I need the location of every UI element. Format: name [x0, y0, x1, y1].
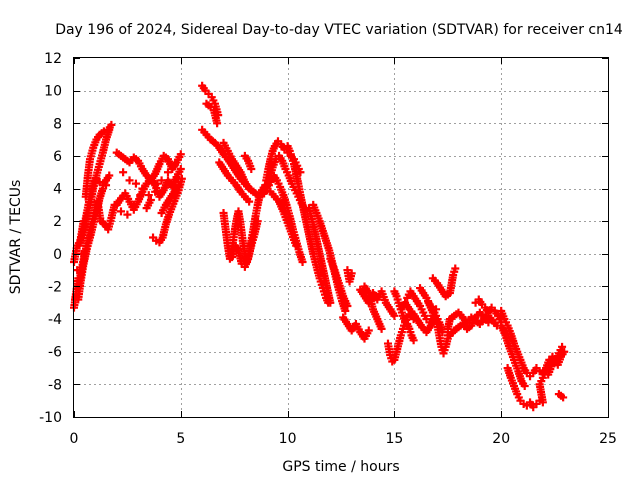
data-point	[146, 195, 155, 204]
x-axis-label: GPS time / hours	[282, 459, 399, 475]
data-point	[102, 181, 111, 190]
y-tick-label: -10	[39, 410, 62, 426]
data-point	[451, 264, 460, 273]
data-point	[558, 342, 567, 351]
data-point	[326, 298, 335, 307]
data-point	[129, 200, 138, 209]
data-point	[292, 241, 301, 250]
y-tick-labels: -10 -8 -6 -4 -2 0 2 4 6 8 10 12	[39, 51, 62, 426]
data-point	[163, 168, 172, 177]
data-point	[144, 191, 153, 200]
chart-title: Day 196 of 2024, Sidereal Day-to-day VTE…	[55, 22, 623, 38]
y-tick-label: -4	[48, 312, 62, 328]
y-tick-label: 8	[53, 116, 62, 132]
data-point	[131, 179, 140, 188]
data-point	[298, 257, 307, 266]
data-point	[484, 318, 493, 327]
data-point	[153, 179, 162, 188]
y-tick-label: -2	[48, 279, 62, 295]
data-point	[116, 207, 125, 216]
data-point	[520, 381, 529, 390]
data-point	[105, 171, 114, 180]
axis-ticks	[74, 58, 609, 418]
y-tick-label: 12	[44, 51, 62, 67]
x-tick-labels: 0 5 10 15 20 25	[70, 431, 617, 447]
data-point	[157, 176, 166, 185]
y-tick-label: 4	[53, 182, 62, 198]
data-point	[125, 176, 134, 185]
y-tick-label: 6	[53, 149, 62, 165]
data-point	[341, 306, 350, 315]
data-point	[119, 168, 128, 177]
data-point	[247, 164, 256, 173]
x-tick-label: 5	[176, 431, 185, 447]
x-tick-label: 20	[492, 431, 510, 447]
data-points	[70, 81, 569, 412]
data-point	[107, 120, 116, 129]
data-point	[176, 164, 185, 173]
data-point	[409, 336, 418, 345]
y-tick-label: 10	[44, 84, 62, 100]
data-point	[343, 302, 352, 311]
data-point	[377, 324, 386, 333]
data-point	[390, 311, 399, 320]
y-tick-label: -8	[48, 377, 62, 393]
y-tick-label: 2	[53, 214, 62, 230]
y-tick-label: 0	[53, 247, 62, 263]
x-tick-label: 15	[385, 431, 403, 447]
plot-frame	[73, 57, 609, 418]
data-point	[249, 187, 258, 196]
data-point	[559, 393, 568, 402]
data-point	[136, 191, 145, 200]
data-point	[253, 217, 262, 226]
y-axis-label: SDTVAR / TECUs	[8, 180, 24, 295]
data-point	[123, 210, 132, 219]
data-point	[364, 326, 373, 335]
data-point	[245, 197, 254, 206]
data-point	[176, 150, 185, 159]
x-tick-label: 0	[70, 431, 79, 447]
data-point	[151, 187, 160, 196]
data-point	[170, 161, 179, 170]
data-point	[347, 269, 356, 278]
y-tick-label: -6	[48, 345, 62, 361]
data-point	[560, 347, 569, 356]
x-tick-label: 25	[599, 431, 617, 447]
data-point	[177, 174, 186, 183]
data-point	[105, 125, 114, 134]
x-tick-label: 10	[279, 431, 297, 447]
data-point	[138, 184, 147, 193]
data-point	[213, 119, 222, 128]
